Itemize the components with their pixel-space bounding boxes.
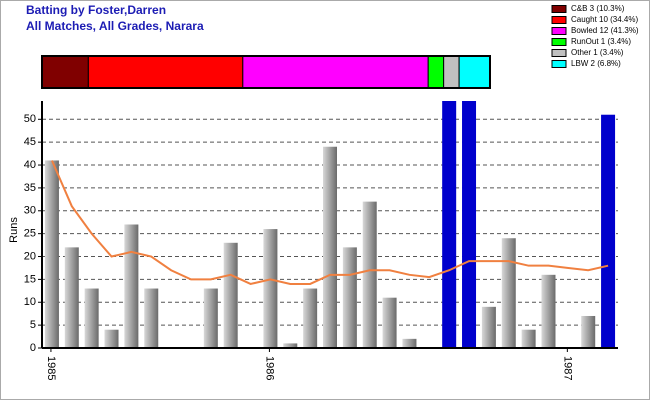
chart-subtitle: All Matches, All Grades, Narara (26, 19, 204, 33)
dismissal-segment (87, 55, 244, 89)
dismissal-segment (41, 55, 89, 89)
bar (581, 315, 596, 348)
bar (382, 297, 397, 348)
dismissal-segment (458, 55, 491, 89)
chart-title: Batting by Foster,Darren (26, 3, 166, 17)
bar (541, 274, 556, 348)
bar (303, 288, 318, 348)
bar (442, 101, 457, 348)
legend-label: C&B 3 (10.3%) (571, 4, 625, 13)
y-tick-label: 10 (24, 296, 36, 308)
dismissal-border (41, 55, 491, 89)
y-axis-label: Runs (8, 217, 20, 243)
x-tick-label: 1985 (45, 356, 57, 380)
bar (501, 238, 516, 348)
dismissal-segment (242, 55, 429, 89)
y-tick-label: 0 (30, 342, 36, 354)
legend-label: Bowled 12 (41.3%) (571, 26, 639, 35)
bar (104, 329, 119, 348)
dismissal-segment (427, 55, 445, 89)
bar (462, 101, 477, 348)
bar (323, 146, 337, 348)
bar (203, 288, 218, 348)
dismissal-segment (443, 55, 460, 89)
bar (144, 288, 159, 348)
bar (362, 201, 377, 348)
legend-label: LBW 2 (6.8%) (571, 59, 621, 68)
y-tick-label: 35 (24, 182, 36, 194)
x-tick-label: 1987 (561, 356, 573, 380)
x-tick-label: 1986 (264, 356, 276, 380)
y-tick-label: 30 (24, 205, 36, 217)
legend-swatch (551, 5, 567, 13)
trend-line (51, 160, 609, 286)
bar (263, 229, 278, 348)
y-tick-label: 40 (24, 159, 36, 171)
y-tick-label: 20 (24, 250, 36, 262)
legend-swatch (551, 38, 567, 46)
bar (124, 224, 139, 348)
legend-swatch (551, 49, 567, 57)
legend-label: Other 1 (3.4%) (571, 48, 624, 57)
legend-swatch (551, 27, 567, 35)
bar (44, 160, 59, 348)
y-tick-label: 15 (24, 273, 36, 285)
y-tick-label: 5 (30, 319, 36, 331)
bar (601, 114, 616, 348)
legend-label: Caught 10 (34.4%) (571, 15, 638, 24)
y-tick-label: 50 (24, 113, 36, 125)
bar (223, 242, 238, 348)
legend-swatch (551, 16, 567, 24)
bar (342, 247, 357, 348)
legend-swatch (551, 60, 567, 68)
bar (84, 288, 99, 348)
legend-label: RunOut 1 (3.4%) (571, 37, 631, 46)
y-tick-label: 45 (24, 136, 36, 148)
y-tick-label: 25 (24, 228, 36, 240)
bar (283, 343, 298, 348)
bars (44, 101, 616, 348)
bar (402, 338, 417, 348)
bar (64, 247, 79, 348)
bar (481, 306, 496, 348)
bar (521, 329, 536, 348)
